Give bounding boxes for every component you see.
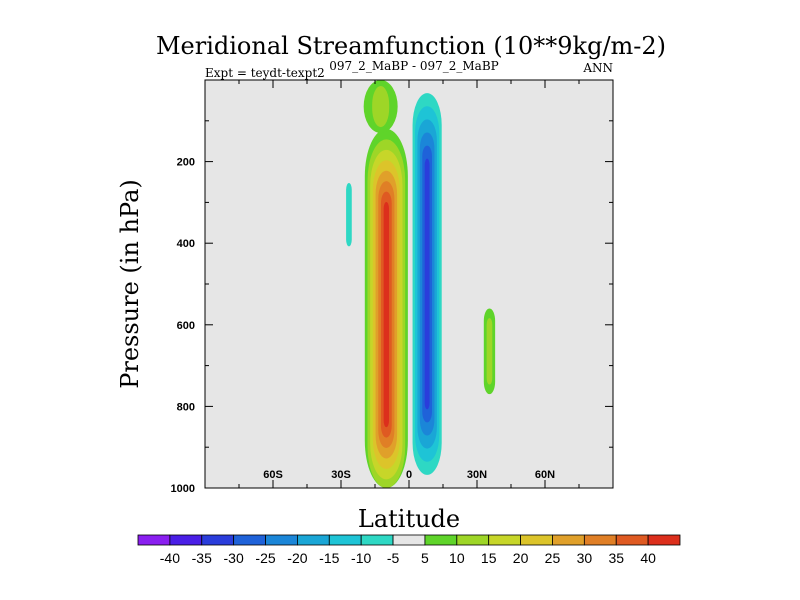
colorbar-swatch [520,534,553,546]
colorbar-label: 5 [421,550,429,566]
subtitle-left: Expt = teydt-texpt2 [205,66,325,80]
colorbar-label: 15 [481,550,497,566]
colorbar-label: -30 [224,550,244,566]
northern-hadley-cell-band [424,158,430,410]
colorbar-label: -35 [192,550,212,566]
colorbar-swatch [137,534,171,546]
colorbar-swatch [169,534,203,546]
colorbar-swatch [488,534,521,546]
colorbar-label: -15 [319,550,339,566]
colorbar-swatch [233,534,266,546]
colorbar-swatch [615,534,649,546]
colorbar-label: -20 [287,550,307,566]
y-tick-label: 800 [177,401,195,413]
colorbar-label: 25 [545,550,561,566]
y-tick-label: 600 [177,320,195,332]
colorbar-label: 20 [513,550,529,566]
y-axis-label: Pressure (in hPa) [116,179,144,389]
southern-subtropical-negative-blob-band [346,183,352,247]
colorbar-swatch [265,534,298,546]
colorbar: -40 -35 -30 -25 -20 -15 -10 -5 5 10 15 20 25 30 35 40 [137,534,681,566]
y-tick-label: 200 [177,157,195,169]
subtitle-right: ANN [582,61,613,75]
contour-fill-group [343,80,496,488]
y-tick-label: 400 [177,238,195,250]
y-tick-label: 1000 [171,483,195,495]
colorbar-label: -10 [351,550,371,566]
colorbar-label: 10 [449,550,465,566]
colorbar-label: -5 [387,550,400,566]
colorbar-label: -25 [255,550,275,566]
colorbar-swatch [424,534,458,546]
x-tick-label: 30S [331,469,351,481]
colorbar-swatch [360,534,394,546]
plot-area [205,80,613,488]
colorbar-swatch [583,534,617,546]
colorbar-swatch [297,534,330,546]
colorbar-swatch [328,534,362,546]
northern-subtropical-positive-blob-band [486,318,493,385]
colorbar-label: 40 [640,550,656,566]
x-tick-label: 0 [406,469,412,481]
colorbar-label: 30 [577,550,593,566]
colorbar-swatch [647,534,681,546]
colorbar-label: 35 [608,550,624,566]
chart-title: Meridional Streamfunction (10**9kg/m-2) [156,32,666,60]
colorbar-swatch [392,534,426,546]
colorbar-swatch [201,534,235,546]
axis-ticks: 60S 30S 0 30N 60N 200 400 600 800 1000 [171,80,613,495]
colorbar-label: -40 [160,550,180,566]
southern-positive-fringe-band [372,85,390,128]
southern-hadley-cell-band [383,202,390,428]
x-tick-label: 60N [535,469,555,481]
x-tick-label: 60S [263,469,283,481]
subtitle-center: 097_2_MaBP - 097_2_MaBP [329,59,498,73]
colorbar-swatch [552,534,585,546]
x-axis-label: Latitude [358,505,460,533]
x-tick-label: 30N [467,469,487,481]
colorbar-swatch [456,534,490,546]
